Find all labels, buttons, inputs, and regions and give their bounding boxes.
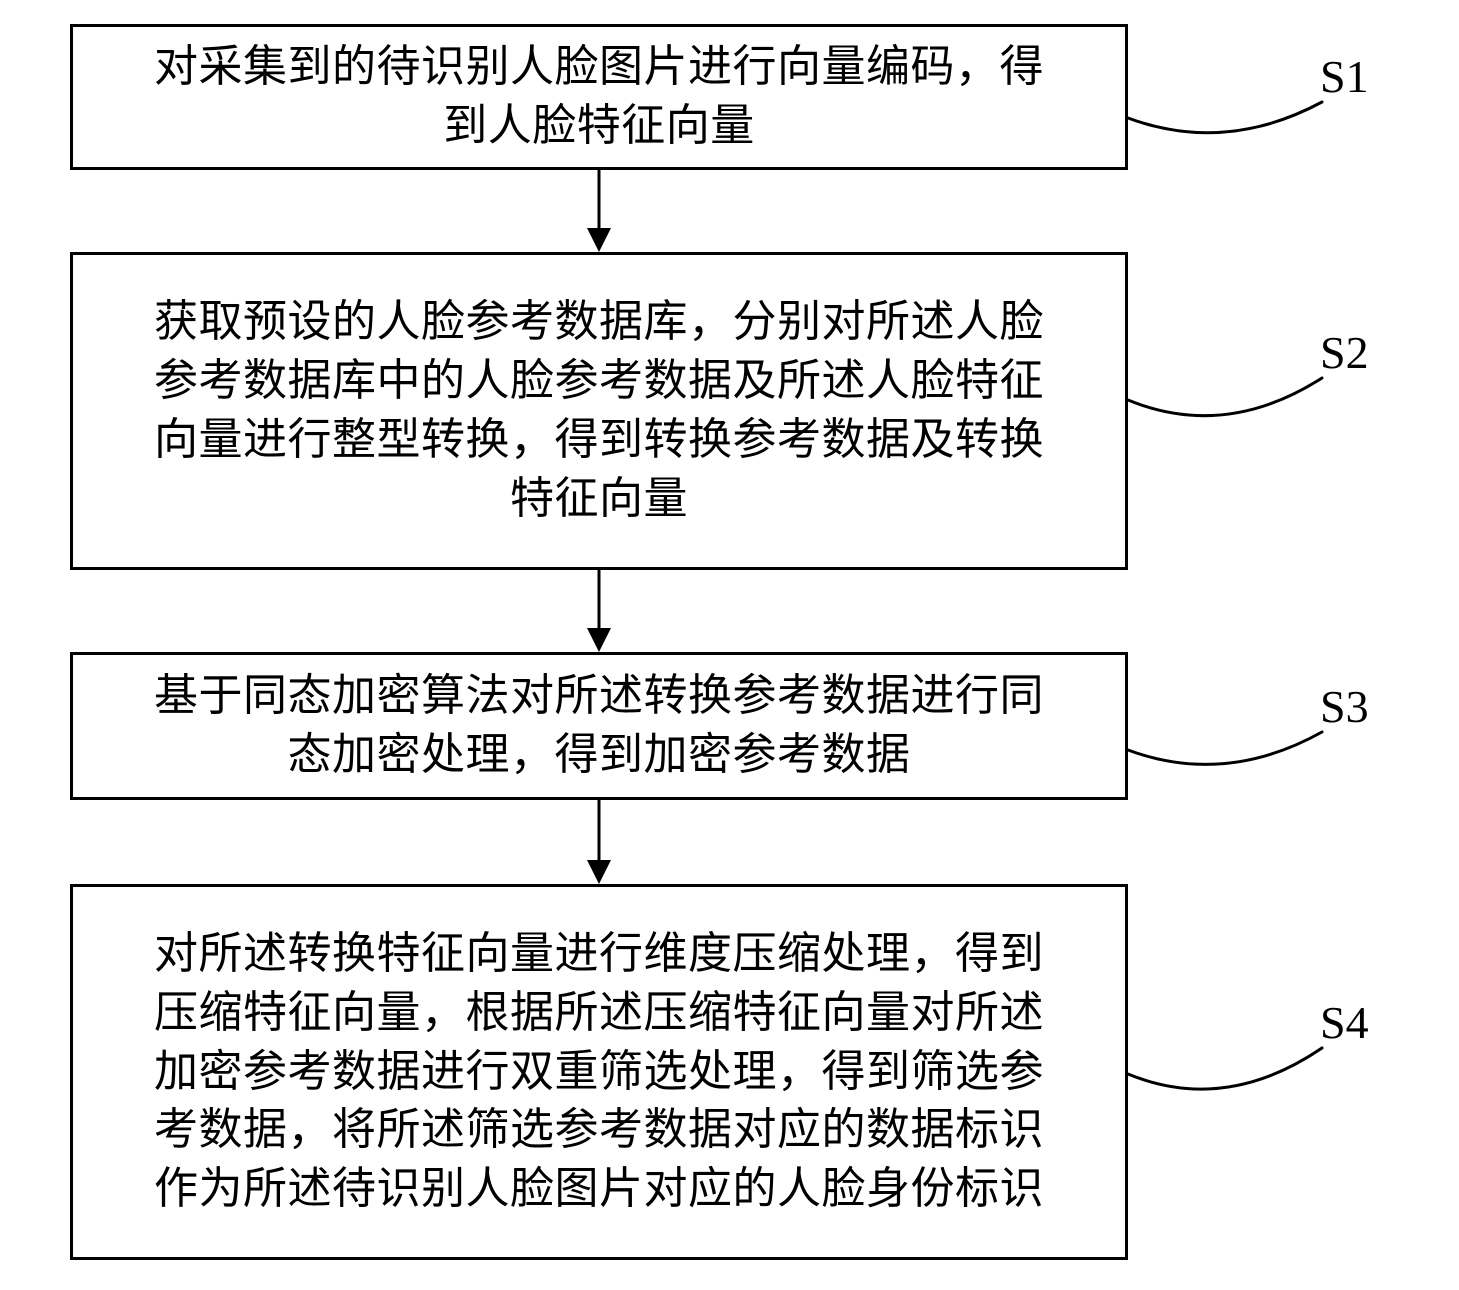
flowchart-canvas: 对采集到的待识别人脸图片进行向量编码，得 到人脸特征向量 S1 获取预设的人脸参… xyxy=(0,0,1459,1290)
connector-s4 xyxy=(0,0,1459,1290)
